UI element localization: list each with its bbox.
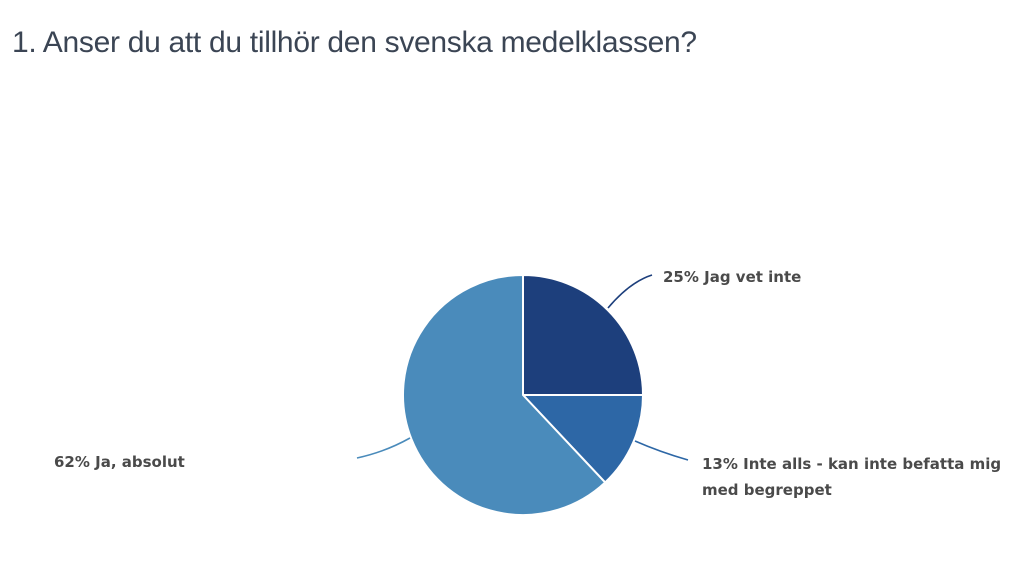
leader-line-ja-absolut <box>356 437 411 459</box>
pie-slice-inte-alls-kan-inte-befatta-mig-med-begreppet <box>520 394 645 484</box>
pie-slice-jag-vet-inte <box>522 273 645 396</box>
pie-slice-ja-absolut <box>402 273 607 516</box>
pie-slices <box>402 273 645 516</box>
label-jag-vet-inte: 25% Jag vet inte <box>663 268 802 286</box>
question-title: 1. Anser du att du tillhör den svenska m… <box>12 26 697 59</box>
leader-line-jag-vet-inte <box>607 274 653 309</box>
label-ja-absolut: 62% Ja, absolut <box>54 453 185 471</box>
label-inte-alls: 13% Inte alls - kan inte befatta mig med… <box>702 455 1002 499</box>
leader-line-inte-alls <box>634 440 689 461</box>
